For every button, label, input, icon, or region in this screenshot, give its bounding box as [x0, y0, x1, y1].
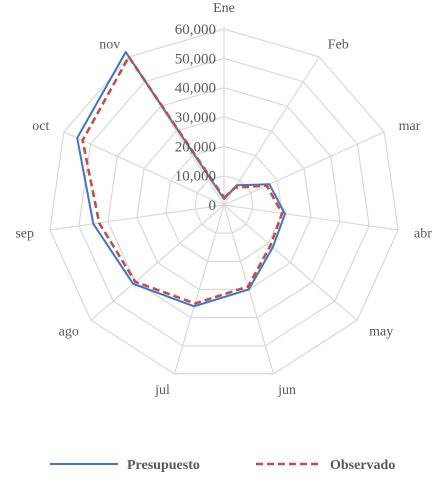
- radial-tick-labels: 0 10,000 20,000 30,000 40,000 50,000 60,000: [175, 22, 216, 214]
- legend-label: Presupuesto: [127, 458, 200, 473]
- grid-ring: [49, 28, 399, 375]
- radial-tick-label: 0: [209, 198, 217, 214]
- category-label: abr: [414, 226, 432, 241]
- grid-ring: [78, 57, 370, 347]
- grid-spoke: [223, 204, 399, 231]
- category-label: oct: [32, 119, 49, 134]
- category-label: jul: [154, 383, 170, 398]
- radial-tick-label: 10,000: [175, 169, 216, 185]
- legend: Presupuesto Observado: [50, 458, 395, 473]
- grid-ring: [165, 145, 283, 262]
- series-lines: [76, 51, 286, 308]
- category-labels: Ene Feb mar abr may jun jul ago sep oct nov: [15, 1, 432, 398]
- grid-spoke: [49, 204, 225, 231]
- category-label: may: [369, 325, 393, 340]
- radial-tick-label: 40,000: [175, 81, 216, 97]
- grid-ring: [194, 175, 254, 234]
- series-line-observado: [81, 55, 284, 305]
- radial-tick-label: 60,000: [175, 22, 216, 38]
- radial-tick-label: 30,000: [175, 110, 216, 126]
- category-label: nov: [99, 38, 120, 53]
- grid-spoke: [223, 56, 320, 206]
- series-line-presupuesto: [76, 51, 286, 308]
- grid-ring: [107, 87, 341, 319]
- grid-spoke: [223, 131, 385, 206]
- category-label: jun: [277, 383, 296, 398]
- radial-tick-label: 20,000: [175, 139, 216, 155]
- grid-spoke: [90, 204, 225, 321]
- category-label: mar: [399, 119, 421, 134]
- radar-grid: [49, 28, 399, 375]
- grid-spoke: [63, 131, 225, 206]
- category-label: ago: [59, 325, 79, 340]
- legend-label: Observado: [330, 458, 395, 473]
- grid-ring: [136, 116, 312, 290]
- category-label: Ene: [213, 1, 235, 16]
- grid-spoke: [223, 204, 358, 321]
- radial-tick-label: 50,000: [175, 51, 216, 67]
- category-label: Feb: [328, 38, 349, 53]
- grid-spoke: [173, 204, 225, 375]
- category-label: sep: [15, 226, 34, 241]
